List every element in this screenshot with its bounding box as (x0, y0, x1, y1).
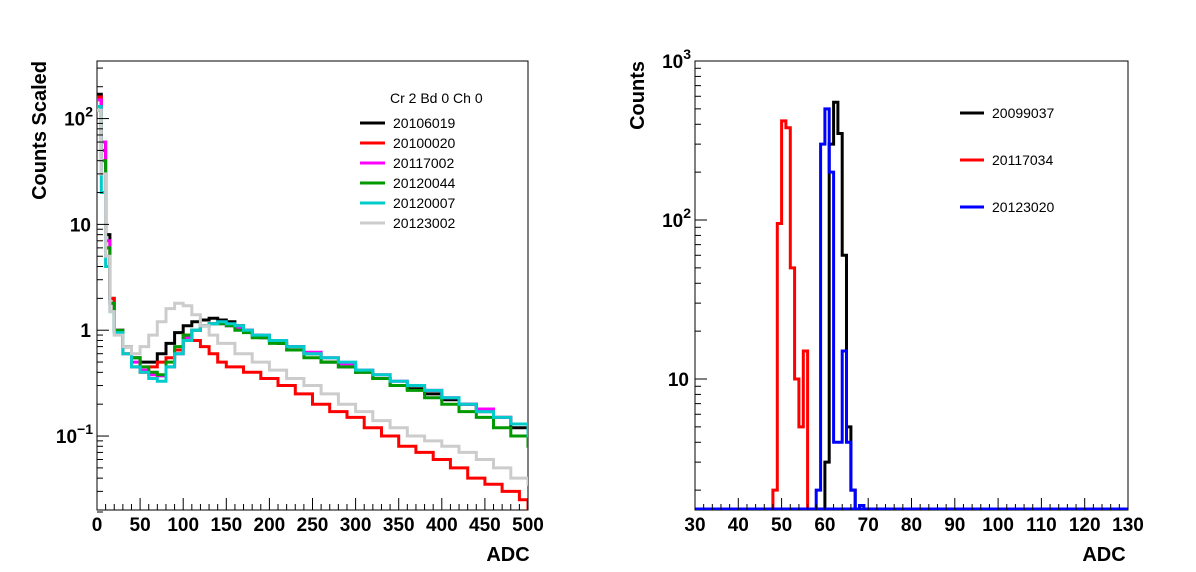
series-line-20100020 (97, 95, 528, 510)
series-line-20123020 (814, 107, 866, 510)
x-tick-label: 150 (210, 515, 242, 536)
y-axis-title: Counts (627, 61, 649, 130)
y-tick-label: 102 (64, 104, 93, 131)
legend-label-20120044: 20120044 (393, 175, 456, 191)
legend: Cr 2 Bd 0 Ch 0 20106019 20100020 20117002 20… (360, 90, 483, 231)
x-tick-label: 80 (901, 515, 922, 536)
x-tick-label: 0 (92, 515, 103, 536)
x-tick-label: 120 (1069, 515, 1101, 536)
x-tick-label: 100 (982, 515, 1014, 536)
right-chart: 30 40 50 60 70 80 90 100 110 120 130 10 102 103 ADC Cou… (627, 46, 1144, 566)
series-group (695, 100, 1128, 510)
x-tick-label: 250 (297, 515, 329, 536)
y-tick-label: 10 (668, 370, 689, 391)
y-tick-label: 1 (80, 321, 91, 342)
x-tick-label: 40 (728, 515, 749, 536)
y-tick-label: 102 (662, 205, 691, 232)
x-tick-label: 70 (858, 515, 879, 536)
x-tick-label: 500 (512, 515, 544, 536)
legend-label-20123020: 20123020 (992, 199, 1055, 215)
x-tick-label: 100 (167, 515, 199, 536)
x-tick-label: 400 (426, 515, 458, 536)
y-tick-label: 10−1 (56, 421, 93, 448)
legend: 20099037 20117034 20123020 (960, 105, 1055, 215)
x-tick-label: 30 (684, 515, 705, 536)
legend-label-20106019: 20106019 (393, 115, 456, 131)
x-tick-label: 60 (814, 515, 835, 536)
series-line-20117034 (771, 119, 810, 510)
x-tick-label: 90 (944, 515, 965, 536)
plot-frame (694, 60, 1129, 511)
series-group (97, 92, 528, 510)
x-tick-label: 130 (1112, 515, 1144, 536)
series-line-20120044 (97, 108, 528, 448)
x-tick-label: 200 (254, 515, 286, 536)
x-tick-label: 110 (1026, 515, 1057, 536)
y-tick-label: 103 (662, 46, 691, 73)
x-tick-label: 50 (771, 515, 792, 536)
legend-label-20117002: 20117002 (393, 155, 454, 171)
legend-label-20099037: 20099037 (992, 105, 1055, 121)
x-tick-label: 450 (469, 515, 501, 536)
left-chart: 0 50 100 150 200 250 300 350 400 450 500 10−1 1 10 102… (29, 60, 544, 566)
series-line-20120007 (97, 105, 528, 438)
legend-label-20123002: 20123002 (393, 215, 456, 231)
series-line-20123002 (97, 108, 528, 486)
x-axis-title: ADC (1082, 544, 1125, 566)
series-line-20099037 (823, 100, 857, 510)
legend-label-20100020: 20100020 (393, 135, 456, 151)
legend-label-20117034: 20117034 (992, 152, 1053, 168)
plot-frame (96, 60, 529, 511)
legend-label-20120007: 20120007 (393, 195, 456, 211)
x-tick-label: 350 (383, 515, 415, 536)
x-tick-label: 300 (340, 515, 372, 536)
x-axis-title: ADC (486, 544, 529, 566)
legend-header: Cr 2 Bd 0 Ch 0 (390, 90, 483, 106)
x-tick-label: 50 (130, 515, 151, 536)
y-tick-label: 10 (70, 215, 91, 236)
y-axis-title: Counts Scaled (29, 61, 51, 200)
